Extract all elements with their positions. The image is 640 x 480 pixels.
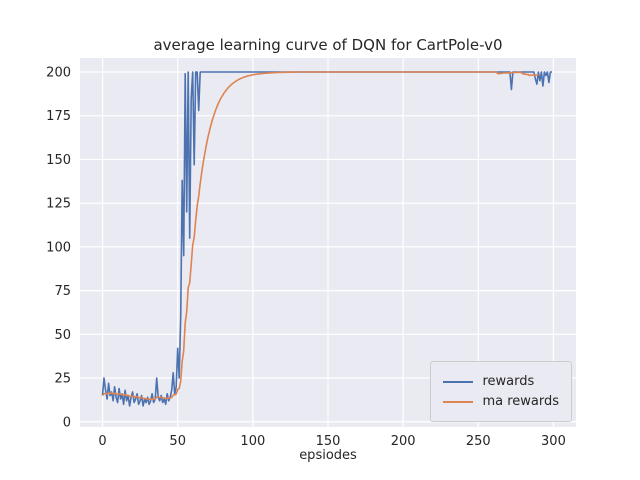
svg-text:50: 50: [54, 328, 71, 343]
svg-text:250: 250: [466, 434, 491, 449]
svg-text:50: 50: [169, 434, 186, 449]
chart-title: average learning curve of DQN for CartPo…: [153, 36, 503, 54]
svg-text:175: 175: [46, 109, 71, 124]
legend-label-rewards: rewards: [482, 374, 535, 389]
svg-text:0: 0: [63, 415, 71, 430]
svg-text:125: 125: [46, 197, 71, 212]
svg-text:200: 200: [46, 65, 71, 80]
svg-text:75: 75: [54, 284, 71, 299]
legend-item-rewards: rewards: [443, 373, 559, 390]
ma-rewards-line-swatch: [443, 400, 474, 403]
svg-text:25: 25: [54, 372, 71, 387]
legend: rewards ma rewards: [430, 361, 572, 422]
svg-text:300: 300: [541, 434, 566, 449]
legend-item-ma-rewards: ma rewards: [443, 393, 559, 410]
svg-text:0: 0: [98, 434, 106, 449]
rewards-line-swatch: [443, 380, 474, 383]
svg-text:100: 100: [240, 434, 265, 449]
svg-text:100: 100: [46, 240, 71, 255]
x-axis-label: epsiodes: [299, 448, 357, 463]
svg-text:150: 150: [46, 153, 71, 168]
svg-text:200: 200: [391, 434, 416, 449]
legend-label-ma-rewards: ma rewards: [482, 394, 559, 409]
svg-text:150: 150: [316, 434, 341, 449]
